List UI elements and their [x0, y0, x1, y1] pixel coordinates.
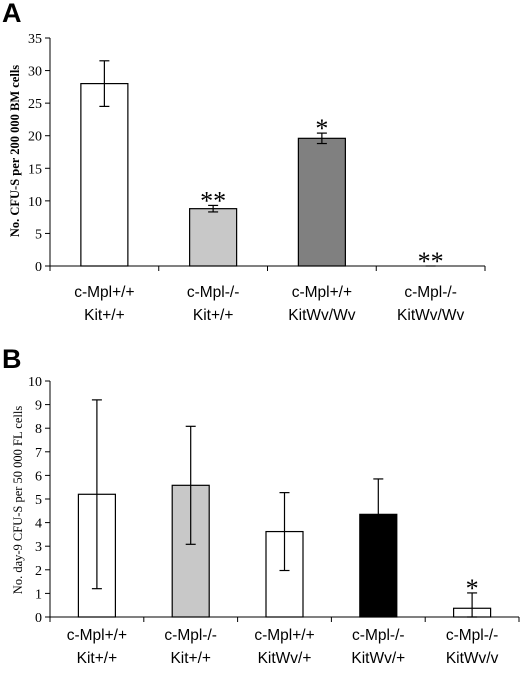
panel-b-chart: 0 1 2 3 4 5 6 7 8 9 10 c-Mpl+/+ Kit+/+ c-Mpl-/- Kit+/+…: [28, 375, 520, 667]
x-category-label: c-Mpl-/-: [404, 284, 457, 301]
y-tick-label: 4: [35, 517, 42, 532]
x-category-label: KitWv/Wv: [288, 307, 355, 324]
bar: [297, 137, 346, 267]
y-tick-label: 10: [28, 375, 42, 390]
y-tick-label: 30: [28, 65, 42, 80]
x-category-label: Kit+/+: [170, 650, 211, 667]
x-category-label: KitWv/+: [351, 650, 405, 667]
bar: [80, 82, 129, 267]
x-category-label: KitWv/+: [258, 650, 312, 667]
x-category-label: KitWv/Wv: [397, 307, 464, 324]
x-category-label: c-Mpl-/-: [446, 627, 499, 644]
panel-a-letter: A: [2, 0, 22, 28]
x-category-label: KitWv/v: [446, 650, 499, 667]
y-tick-label: 8: [35, 422, 42, 437]
x-category-label: c-Mpl-/-: [164, 627, 217, 644]
x-category-label: Kit+/+: [193, 307, 234, 324]
x-category-label: c-Mpl+/+: [74, 284, 134, 301]
x-category-label: c-Mpl+/+: [254, 627, 314, 644]
y-tick-label: 20: [28, 130, 42, 145]
x-category-label: c-Mpl+/+: [67, 627, 127, 644]
panel-b-y-axis-label: No. day-9 CFU-S per 50 000 FL cells: [11, 406, 25, 595]
y-tick-label: 15: [28, 162, 42, 177]
y-tick-label: 5: [35, 493, 42, 508]
y-tick-label: 10: [28, 195, 42, 210]
panel-a-y-axis-label: No. CFU-S per 200 000 BM cells: [8, 65, 22, 237]
panel-a-chart: 0 5 10 15 20 25 30 35 c-Mpl+/+ Kit+/+ c-Mpl-/- Kit+…: [28, 32, 486, 324]
x-category-label: Kit+/+: [77, 650, 118, 667]
significance-annotation: **: [418, 247, 444, 276]
bar: [189, 208, 238, 267]
y-tick-label: 1: [35, 587, 42, 602]
y-tick-label: 2: [35, 564, 42, 579]
y-tick-label: 0: [35, 611, 42, 626]
significance-annotation: *: [315, 114, 328, 143]
significance-annotation: *: [466, 574, 479, 603]
x-category-label: Kit+/+: [84, 307, 125, 324]
panel-b-letter: B: [2, 344, 22, 374]
y-tick-label: 0: [35, 260, 42, 275]
y-tick-label: 35: [28, 32, 42, 47]
y-tick-label: 25: [28, 97, 42, 112]
y-tick-label: 6: [35, 469, 42, 484]
y-tick-label: 5: [35, 227, 42, 242]
x-category-label: c-Mpl-/-: [352, 627, 405, 644]
y-tick-label: 3: [35, 540, 42, 555]
y-tick-label: 7: [35, 446, 42, 461]
y-tick-label: 9: [35, 399, 42, 414]
x-category-label: c-Mpl-/-: [187, 284, 240, 301]
significance-annotation: **: [200, 186, 226, 215]
x-category-label: c-Mpl+/+: [292, 284, 352, 301]
